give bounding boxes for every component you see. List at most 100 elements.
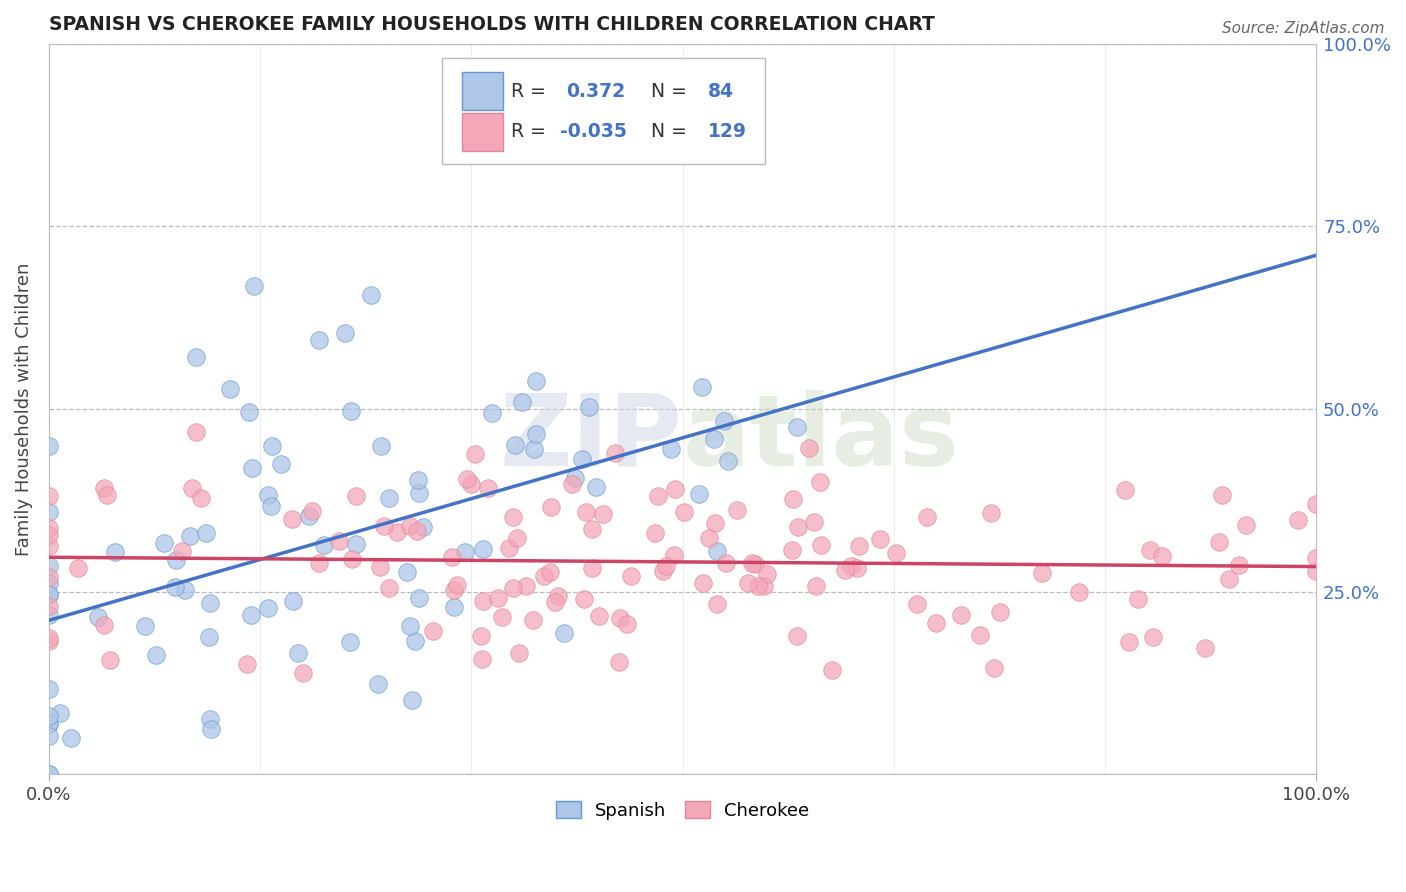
Text: -0.035: -0.035 [560,122,627,141]
Cherokee [502,581,524,595]
Spanish [585,480,607,494]
Cherokee [470,629,492,643]
Spanish [134,619,156,633]
Cherokee [235,657,257,672]
Spanish [378,491,401,505]
Spanish [240,607,263,622]
Cherokee [741,556,763,570]
Spanish [454,545,477,559]
Spanish [688,487,710,501]
Cherokee [544,595,567,609]
Legend: Spanish, Cherokee: Spanish, Cherokee [548,794,817,827]
Spanish [339,635,361,649]
Cherokee [38,570,60,584]
Spanish [298,509,321,524]
Spanish [314,538,336,552]
Cherokee [1218,572,1240,586]
Spanish [713,414,735,428]
Cherokee [744,557,766,571]
Cherokee [38,521,60,535]
Spanish [481,406,503,420]
Cherokee [498,541,520,555]
Cherokee [848,539,870,553]
Cherokee [703,516,725,530]
Cherokee [706,597,728,611]
Cherokee [803,515,825,529]
Spanish [333,326,356,340]
Spanish [198,713,221,727]
Spanish [510,395,533,409]
Spanish [703,432,725,446]
Cherokee [93,481,115,495]
Text: N =: N = [651,82,686,101]
Cherokee [673,505,696,519]
Cherokee [280,511,302,525]
Spanish [174,583,197,598]
Spanish [408,486,430,500]
Cherokee [93,617,115,632]
Text: R =: R = [512,82,547,101]
Cherokee [38,599,60,614]
Cherokee [737,576,759,591]
Cherokee [654,559,676,574]
Cherokee [572,591,595,606]
Spanish [38,505,60,519]
Cherokee [456,472,478,486]
Cherokee [1227,558,1250,572]
Cherokee [969,628,991,642]
Cherokee [786,629,808,643]
Spanish [38,767,60,781]
Spanish [262,438,284,452]
Spanish [553,626,575,640]
Spanish [287,646,309,660]
Cherokee [472,594,495,608]
Cherokee [714,557,737,571]
Cherokee [422,624,444,639]
Text: N =: N = [651,122,686,141]
Cherokee [561,476,583,491]
Cherokee [96,488,118,502]
Cherokee [398,519,420,533]
Cherokee [464,447,486,461]
Cherokee [804,579,827,593]
Spanish [370,439,392,453]
Cherokee [662,548,685,562]
Cherokee [810,538,832,552]
Spanish [165,553,187,567]
Spanish [195,526,218,541]
Text: Source: ZipAtlas.com: Source: ZipAtlas.com [1222,21,1385,36]
Cherokee [1126,591,1149,606]
Spanish [360,288,382,302]
Cherokee [808,475,831,489]
Cherokee [292,666,315,681]
Cherokee [440,549,463,564]
Spanish [661,442,683,457]
Cherokee [1208,535,1230,549]
Cherokee [574,505,596,519]
Cherokee [1139,542,1161,557]
Cherokee [907,597,929,611]
Cherokee [38,634,60,648]
Spanish [38,607,60,622]
Cherokee [755,567,778,582]
Spanish [60,731,83,745]
Text: SPANISH VS CHEROKEE FAMILY HOUSEHOLDS WITH CHILDREN CORRELATION CHART: SPANISH VS CHEROKEE FAMILY HOUSEHOLDS WI… [49,15,935,34]
Text: 129: 129 [707,122,747,141]
Spanish [243,279,266,293]
Cherokee [692,576,714,591]
Cherokee [1118,635,1140,649]
Cherokee [38,539,60,553]
Cherokee [522,613,544,627]
Cherokee [1305,551,1327,566]
Cherokee [609,611,631,625]
Cherokee [533,568,555,582]
Cherokee [697,531,720,545]
Spanish [179,529,201,543]
Cherokee [983,661,1005,675]
Cherokee [515,578,537,592]
Cherokee [328,534,350,549]
Spanish [238,405,260,419]
Cherokee [1069,585,1091,599]
Spanish [564,471,586,485]
Text: 84: 84 [707,82,734,101]
